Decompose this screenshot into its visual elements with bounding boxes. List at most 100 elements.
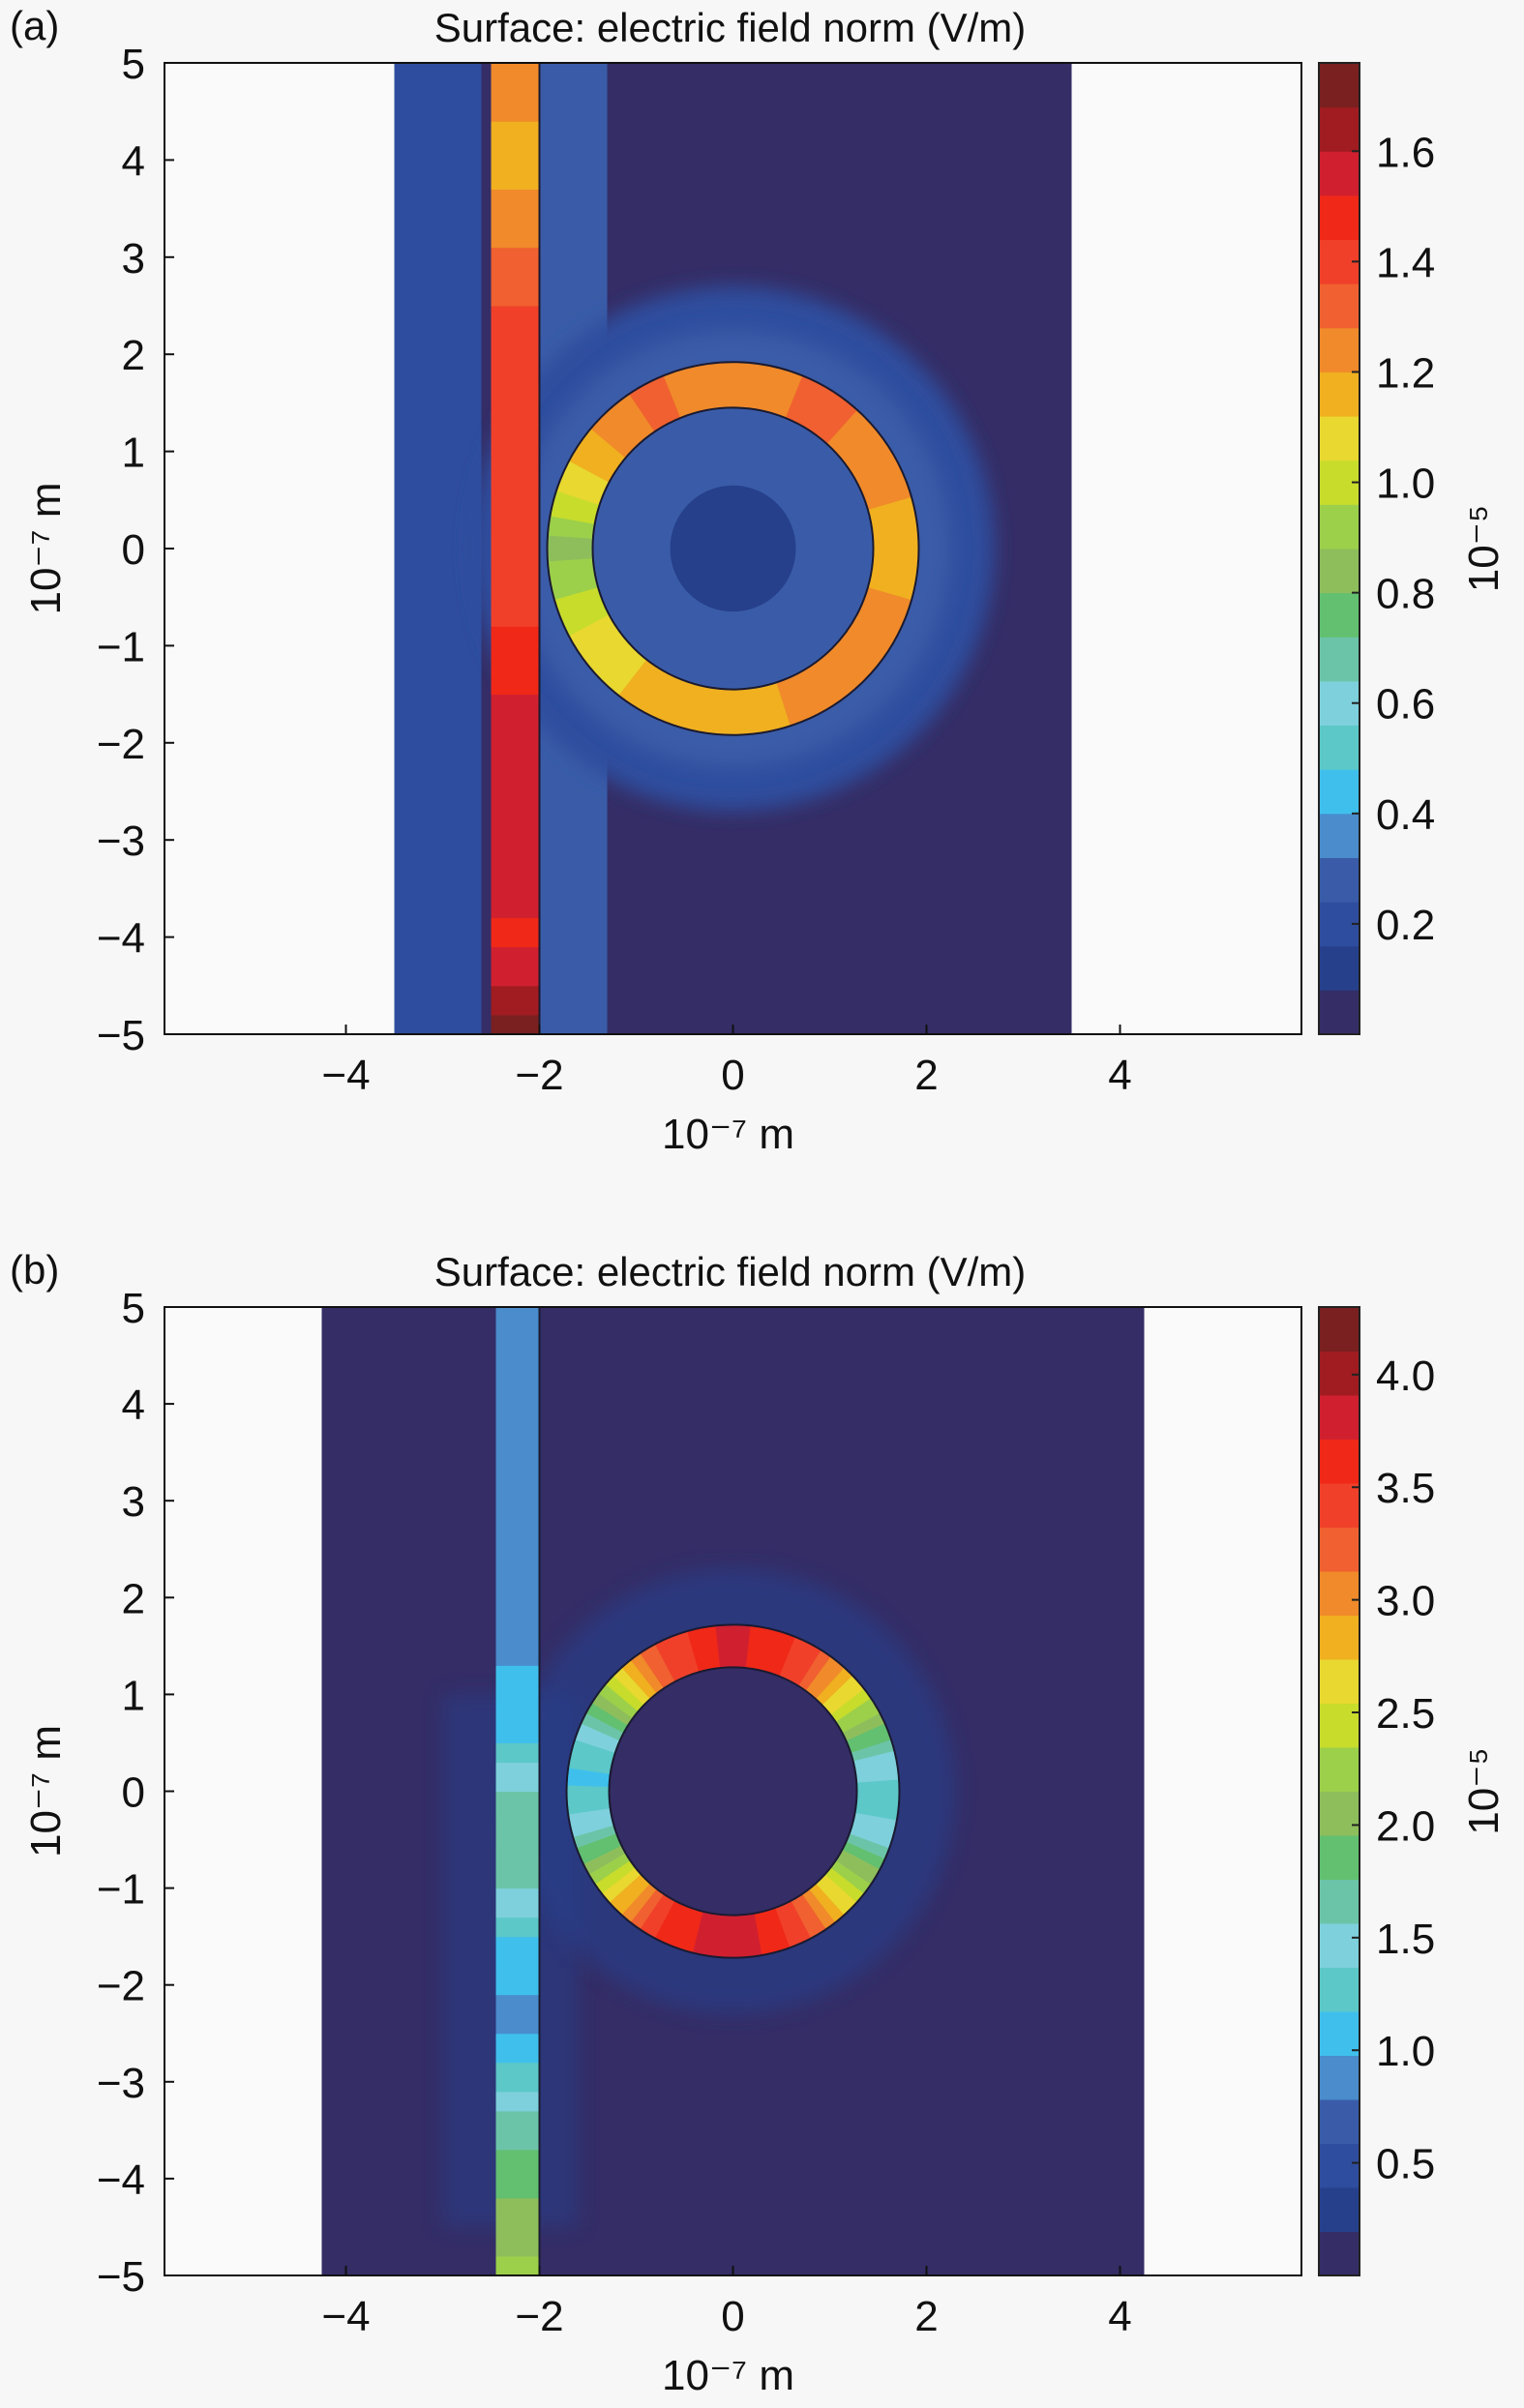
ring-segment xyxy=(721,1915,730,1958)
ring-segment xyxy=(612,1671,647,1707)
ring-segment xyxy=(603,409,640,448)
ring-segment xyxy=(605,1680,642,1712)
waveguide-segment xyxy=(495,2187,540,2199)
ring-segment xyxy=(608,405,643,445)
ring-segment xyxy=(852,1820,895,1837)
colorbar-band xyxy=(1319,1879,1360,1924)
waveguide-segment xyxy=(491,897,540,908)
colorbar-tick-label: 3.0 xyxy=(1376,1578,1435,1625)
ring-segment xyxy=(752,687,767,733)
colorbar-band xyxy=(1319,1791,1360,1836)
ring-segment xyxy=(840,634,881,669)
ring-segment xyxy=(605,1870,642,1904)
waveguide-segment xyxy=(491,470,540,482)
y-tick-label: 0 xyxy=(122,526,145,574)
colorbar: 0.2 0.4 0.6 0.8 1.0 1.2 1.4 1.6 10⁻⁵ xyxy=(1318,62,1508,1035)
waveguide-segment xyxy=(491,247,540,258)
ring-inner-edge xyxy=(591,406,875,691)
colorbar-band xyxy=(1319,2231,1360,2276)
ring-segment xyxy=(846,1836,888,1859)
ring-segment xyxy=(827,1682,864,1715)
waveguide-segment xyxy=(495,1412,540,1424)
ring-segment xyxy=(842,1844,883,1870)
ring-segment xyxy=(570,1750,613,1767)
waveguide-segment xyxy=(491,1024,540,1034)
colorbar-band xyxy=(1319,2186,1360,2232)
waveguide-segment xyxy=(495,2013,540,2025)
ring-segment xyxy=(829,1687,868,1719)
waveguide-segment xyxy=(491,392,540,403)
ring-segment xyxy=(822,652,858,692)
ring-segment xyxy=(770,1632,791,1676)
ring-segment xyxy=(594,1860,634,1890)
waveguide-segment xyxy=(495,1936,540,1947)
ring-segment xyxy=(714,1624,725,1669)
ring-segment xyxy=(594,1693,633,1723)
ring-segment xyxy=(837,1702,878,1730)
x-tick-label: 2 xyxy=(914,1052,938,1099)
y-tick-label: −2 xyxy=(97,1963,145,2010)
waveguide-segment xyxy=(491,752,540,763)
waveguide-segment xyxy=(495,1994,540,2006)
ring-segment xyxy=(836,423,876,459)
ring-segment xyxy=(633,387,663,431)
ring-segment xyxy=(583,1845,624,1871)
ring-segment xyxy=(839,1707,881,1734)
waveguide-segment xyxy=(495,2197,540,2209)
ring-segment xyxy=(864,591,911,612)
ring-segment xyxy=(675,1907,696,1950)
x-axis-label: 10⁻⁷ m xyxy=(662,2352,794,2399)
colorbar-tick-label: 2.0 xyxy=(1376,1802,1435,1850)
ring-segment xyxy=(737,689,748,735)
waveguide-segment xyxy=(491,431,540,443)
waveguide-segment xyxy=(495,1820,540,1831)
ring-segment xyxy=(847,1727,890,1749)
ring-segment xyxy=(617,1880,651,1917)
ring-segment xyxy=(553,491,600,511)
colorbar-band xyxy=(1319,1482,1360,1528)
ring-interior xyxy=(607,1665,859,1917)
ring-segment xyxy=(566,1796,610,1804)
ring-segment xyxy=(822,404,857,444)
waveguide-segment xyxy=(495,1596,540,1608)
ring-segment xyxy=(697,1626,712,1671)
ring-segment xyxy=(824,1870,861,1903)
waveguide-segment xyxy=(495,1548,540,1560)
ring-segment xyxy=(858,465,903,491)
waveguide-segment xyxy=(495,1770,540,1782)
colorbar-band xyxy=(1319,503,1360,550)
ring-segment xyxy=(557,478,604,502)
waveguide-segment xyxy=(491,936,540,948)
ring-segment xyxy=(742,688,754,735)
ring-segment xyxy=(803,667,833,710)
ring-segment xyxy=(745,1914,758,1957)
ring-segment xyxy=(840,1848,881,1875)
waveguide-segment xyxy=(495,1374,540,1385)
waveguide-segment xyxy=(495,1975,540,1986)
ring-segment xyxy=(571,1745,614,1763)
waveguide-segment xyxy=(491,771,540,783)
ring-segment xyxy=(848,1832,890,1854)
ring-segment xyxy=(808,1659,841,1697)
ring-segment xyxy=(669,680,691,727)
colorbar: 0.5 1.0 1.5 2.0 2.5 3.0 3.5 4.0 10⁻⁵ xyxy=(1318,1306,1508,2276)
ring-segment xyxy=(691,1628,707,1672)
y-tick-label: 5 xyxy=(122,41,145,88)
waveguide-segment xyxy=(495,1538,540,1550)
ring-segment xyxy=(765,367,785,414)
waveguide-segment xyxy=(491,411,540,423)
waveguide-segment xyxy=(495,1461,540,1472)
colorbar-band xyxy=(1319,1394,1360,1440)
ring-segment xyxy=(685,1629,703,1673)
waveguide-segment xyxy=(495,1403,540,1414)
field-region xyxy=(394,63,482,1034)
waveguide-segment xyxy=(495,1422,540,1434)
ring-segment xyxy=(816,1880,850,1916)
ring-segment xyxy=(555,485,602,506)
waveguide-segment xyxy=(491,198,540,210)
ring-segment xyxy=(550,573,596,589)
waveguide-segment xyxy=(491,684,540,696)
waveguide-segment xyxy=(491,810,540,821)
ring-segment xyxy=(783,1902,807,1944)
ring-segment xyxy=(864,483,911,505)
